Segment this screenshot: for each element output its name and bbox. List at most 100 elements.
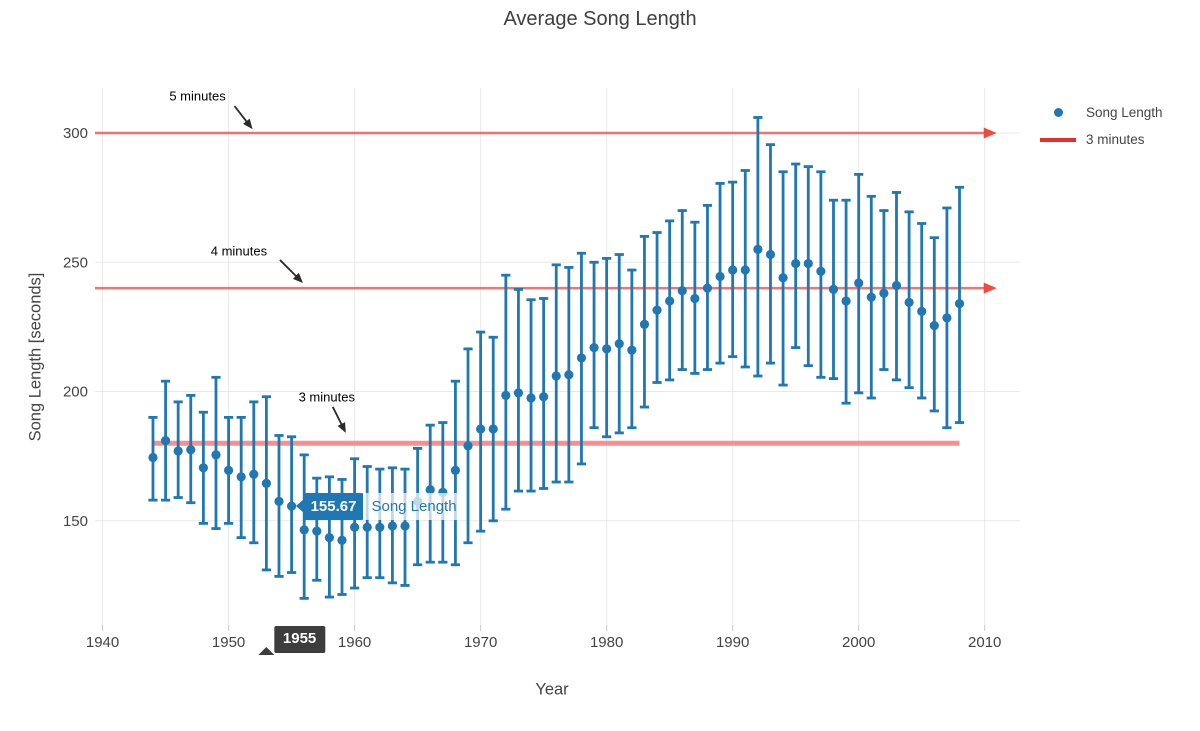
data-point[interactable]: [350, 522, 360, 532]
legend-marker-line-icon: [1040, 137, 1076, 142]
data-point[interactable]: [564, 370, 574, 380]
data-point[interactable]: [891, 280, 902, 291]
y-tick-label: 200: [63, 384, 88, 401]
data-point[interactable]: [576, 353, 587, 363]
data-point[interactable]: [753, 244, 763, 254]
x-axis-title: Year: [535, 680, 569, 699]
data-point[interactable]: [677, 286, 687, 296]
x-tick-label: 2010: [968, 634, 1001, 651]
data-point[interactable]: [198, 463, 208, 473]
data-point[interactable]: [551, 371, 561, 381]
data-point[interactable]: [223, 465, 234, 475]
data-point[interactable]: [929, 321, 939, 331]
hover-x-label: 1955: [257, 626, 326, 655]
data-point[interactable]: [488, 424, 498, 434]
data-point[interactable]: [854, 278, 864, 288]
tooltip-series-name: Song Length: [363, 492, 465, 520]
data-point[interactable]: [828, 284, 839, 295]
data-point[interactable]: [702, 283, 713, 293]
legend-label: Song Length: [1086, 105, 1163, 120]
data-point[interactable]: [400, 521, 410, 531]
x-tick-label: 1970: [464, 634, 497, 651]
data-point[interactable]: [665, 296, 675, 306]
hover-x-label-value: 1955: [273, 626, 326, 653]
data-point[interactable]: [841, 296, 851, 306]
data-point[interactable]: [324, 533, 335, 543]
data-point[interactable]: [286, 501, 297, 511]
data-point[interactable]: [526, 393, 536, 403]
data-point[interactable]: [148, 452, 158, 463]
data-point[interactable]: [362, 522, 372, 532]
data-point[interactable]: [299, 525, 309, 535]
data-point[interactable]: [589, 342, 599, 353]
x-tick-label: 1940: [86, 634, 119, 651]
legend-item-song-length[interactable]: Song Length: [1039, 99, 1163, 126]
data-point[interactable]: [211, 450, 221, 460]
annotation-arrowhead-icon: [337, 422, 346, 433]
data-point[interactable]: [602, 344, 612, 354]
data-point[interactable]: [765, 249, 776, 260]
data-point[interactable]: [450, 465, 461, 475]
data-point[interactable]: [639, 319, 650, 329]
data-point[interactable]: [501, 390, 511, 401]
annotation-arrowhead-icon: [243, 118, 253, 130]
data-point[interactable]: [803, 258, 813, 269]
y-tick-label: 250: [63, 254, 88, 271]
data-point[interactable]: [791, 258, 801, 269]
data-point[interactable]: [614, 339, 624, 349]
y-axis-title: Song Length [seconds]: [26, 272, 45, 442]
data-point[interactable]: [917, 306, 927, 316]
data-point[interactable]: [337, 535, 347, 545]
data-point[interactable]: [879, 288, 889, 298]
data-point[interactable]: [375, 522, 385, 532]
x-tick-label: 2000: [842, 634, 875, 651]
y-tick-label: 150: [63, 513, 88, 530]
data-point[interactable]: [387, 521, 398, 531]
data-point[interactable]: [942, 313, 952, 323]
data-point[interactable]: [236, 472, 246, 482]
data-point[interactable]: [476, 424, 486, 434]
x-tick-label: 1950: [212, 634, 245, 651]
legend-marker-dot-icon: [1053, 108, 1063, 117]
tooltip-caret-left-icon: [295, 499, 304, 514]
data-point[interactable]: [463, 441, 473, 451]
ref-line-arrowhead-icon: [983, 282, 997, 294]
data-point[interactable]: [539, 392, 549, 402]
data-point[interactable]: [690, 293, 700, 304]
y-tick-label: 300: [63, 125, 88, 142]
ref-line-arrowhead-icon: [983, 127, 997, 139]
data-point[interactable]: [904, 297, 914, 307]
data-point[interactable]: [261, 478, 271, 488]
data-point[interactable]: [740, 265, 750, 275]
x-tick-label: 1960: [338, 634, 371, 651]
x-tick-label: 1990: [716, 634, 749, 651]
data-point[interactable]: [715, 271, 725, 282]
data-point[interactable]: [778, 273, 788, 283]
data-point[interactable]: [249, 469, 259, 479]
data-point[interactable]: [816, 266, 826, 276]
data-point[interactable]: [652, 305, 662, 315]
hover-tooltip: 155.67 Song Length: [295, 492, 465, 520]
data-point[interactable]: [954, 299, 965, 309]
annotation-4-minutes: 4 minutes: [210, 243, 268, 259]
data-point[interactable]: [186, 445, 196, 455]
data-point[interactable]: [728, 265, 738, 275]
annotation-3-minutes: 3 minutes: [298, 389, 355, 405]
legend-label: 3 minutes: [1086, 132, 1145, 147]
x-tick-label: 1980: [590, 634, 623, 651]
tooltip-value: 155.67: [303, 492, 364, 520]
legend: Song Length 3 minutes: [1039, 99, 1163, 153]
data-point[interactable]: [513, 388, 524, 398]
annotation-5-minutes: 5 minutes: [169, 88, 226, 104]
data-point[interactable]: [160, 436, 171, 446]
annotation-arrow: [279, 259, 300, 280]
data-point[interactable]: [173, 446, 183, 456]
legend-item-3-minutes[interactable]: 3 minutes: [1039, 126, 1163, 153]
legend-sample: [1039, 137, 1077, 142]
data-point[interactable]: [866, 292, 876, 302]
data-point[interactable]: [274, 496, 284, 507]
data-point[interactable]: [627, 345, 637, 355]
data-point[interactable]: [312, 526, 322, 536]
data-point[interactable]: [425, 485, 435, 495]
